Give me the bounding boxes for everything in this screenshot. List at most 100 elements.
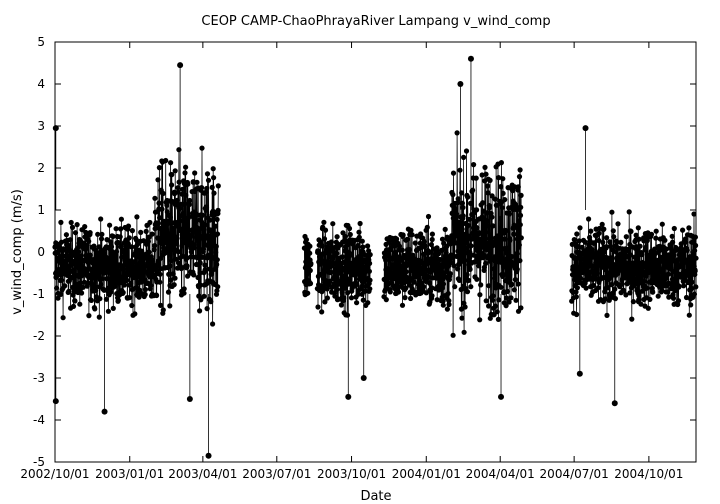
data-point xyxy=(408,227,414,233)
data-point xyxy=(425,213,432,220)
data-point xyxy=(317,239,324,245)
data-point xyxy=(156,165,162,171)
data-point xyxy=(156,261,162,267)
data-point xyxy=(467,254,473,261)
data-point xyxy=(515,281,521,287)
data-point xyxy=(97,296,103,302)
data-point xyxy=(587,259,593,265)
data-point xyxy=(158,302,164,308)
data-point xyxy=(341,295,347,301)
data-point xyxy=(445,290,451,297)
data-point xyxy=(205,177,212,183)
data-point xyxy=(450,332,456,338)
data-point xyxy=(614,239,620,245)
data-point xyxy=(492,272,498,278)
data-point xyxy=(170,230,176,236)
data-point xyxy=(633,232,639,238)
data-point xyxy=(74,222,80,228)
data-point xyxy=(143,228,149,234)
data-point xyxy=(571,237,577,243)
data-point xyxy=(517,167,523,173)
data-point xyxy=(142,286,148,293)
data-point xyxy=(409,232,415,238)
data-point xyxy=(85,280,91,286)
data-point xyxy=(650,289,656,295)
data-point xyxy=(108,289,114,295)
data-point xyxy=(602,296,608,302)
data-point xyxy=(58,239,65,245)
data-point xyxy=(334,250,340,256)
data-point xyxy=(62,283,68,289)
data-point xyxy=(504,245,510,251)
data-point xyxy=(518,305,524,311)
data-point xyxy=(124,277,130,283)
data-point xyxy=(99,231,105,237)
data-point xyxy=(446,298,452,304)
data-point xyxy=(125,223,132,229)
data-point xyxy=(400,232,406,238)
data-point xyxy=(134,241,141,248)
data-point xyxy=(484,218,490,224)
data-point xyxy=(653,235,659,241)
data-point xyxy=(464,289,471,295)
data-point xyxy=(324,295,330,301)
data-point xyxy=(60,315,66,321)
data-point xyxy=(435,251,442,257)
data-point xyxy=(621,288,627,294)
data-point xyxy=(145,238,151,245)
x-tick-label: 2004/10/01 xyxy=(614,467,683,481)
data-point xyxy=(509,253,515,260)
data-point xyxy=(197,260,203,266)
data-point xyxy=(356,234,362,240)
data-point xyxy=(586,216,592,222)
x-tick-label: 2003/10/01 xyxy=(317,467,386,481)
data-point xyxy=(367,277,373,283)
y-tick-label: -3 xyxy=(33,371,45,385)
data-point xyxy=(68,219,74,226)
data-point xyxy=(204,171,211,177)
data-point xyxy=(152,195,158,201)
data-point xyxy=(185,215,191,221)
data-point xyxy=(491,266,497,272)
data-point xyxy=(583,285,589,291)
data-point xyxy=(490,297,496,303)
data-point xyxy=(403,269,409,275)
data-point xyxy=(209,184,215,190)
data-point xyxy=(611,234,617,240)
data-point xyxy=(341,278,347,284)
data-point xyxy=(460,213,466,219)
data-point xyxy=(214,261,220,268)
data-point xyxy=(492,196,498,202)
data-point xyxy=(211,190,217,196)
data-point-extreme xyxy=(467,55,474,62)
data-point xyxy=(588,228,594,234)
data-point xyxy=(147,219,153,226)
y-tick-label: 4 xyxy=(37,77,45,91)
data-point xyxy=(188,249,194,255)
data-point xyxy=(648,266,654,272)
data-point xyxy=(689,279,695,285)
data-point xyxy=(214,231,221,237)
data-point xyxy=(465,194,471,200)
data-point xyxy=(494,309,500,315)
data-point xyxy=(636,236,642,242)
data-point xyxy=(165,289,172,295)
data-point xyxy=(155,220,161,226)
data-point xyxy=(175,249,181,255)
y-tick-label: 1 xyxy=(37,203,45,217)
data-point xyxy=(514,251,520,257)
data-point xyxy=(468,284,474,290)
data-point xyxy=(159,206,165,212)
data-point xyxy=(190,230,196,236)
data-point xyxy=(167,263,173,269)
data-point-extreme xyxy=(582,125,589,132)
data-point xyxy=(444,306,450,312)
data-point xyxy=(354,281,360,287)
data-point xyxy=(403,285,409,291)
data-point xyxy=(484,210,490,216)
data-point xyxy=(659,287,665,294)
data-point xyxy=(185,273,191,279)
data-point xyxy=(688,302,694,308)
data-point xyxy=(457,238,463,244)
data-point xyxy=(428,242,434,248)
